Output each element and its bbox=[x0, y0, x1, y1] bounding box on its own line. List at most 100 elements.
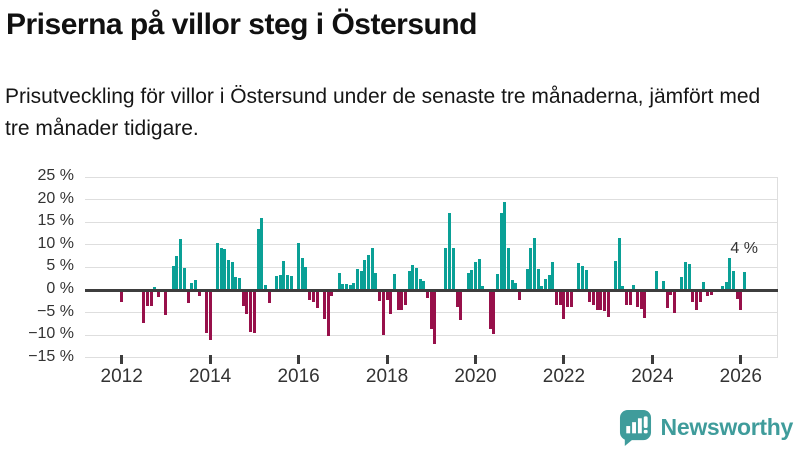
x-axis-tick-label: 2014 bbox=[188, 366, 232, 387]
y-axis-tick-label: −10 % bbox=[28, 325, 74, 343]
bar-negative bbox=[643, 291, 647, 319]
bar-positive bbox=[175, 256, 179, 290]
bar-positive bbox=[238, 277, 242, 290]
x-axis-tick-mark bbox=[562, 355, 566, 364]
bar-negative bbox=[691, 291, 695, 302]
bar-negative bbox=[252, 291, 256, 334]
bar-negative bbox=[628, 291, 632, 305]
bar-negative bbox=[709, 291, 713, 295]
bar-negative bbox=[739, 291, 743, 310]
y-axis-tick-label: 5 % bbox=[46, 257, 74, 275]
bar-positive bbox=[171, 265, 175, 290]
bar-positive bbox=[219, 247, 223, 290]
bar-positive bbox=[525, 269, 529, 290]
bar-negative bbox=[429, 291, 433, 329]
bar-negative bbox=[569, 291, 573, 307]
bar-positive bbox=[286, 274, 290, 290]
bar-positive bbox=[444, 247, 448, 290]
bar-positive bbox=[584, 270, 588, 290]
bar-negative bbox=[403, 291, 407, 305]
brand-logo[interactable]: Newsworthy bbox=[619, 409, 794, 446]
x-axis-tick-mark bbox=[297, 355, 301, 364]
brand-name: Newsworthy bbox=[660, 413, 794, 440]
x-axis-tick-mark bbox=[739, 355, 743, 364]
bar-negative bbox=[149, 291, 153, 306]
bar-negative bbox=[389, 291, 393, 314]
bar-negative bbox=[208, 291, 212, 340]
bar-positive bbox=[632, 285, 636, 290]
bar-negative bbox=[426, 291, 430, 298]
bar-positive bbox=[337, 272, 341, 290]
y-axis-tick-label: 0 % bbox=[46, 280, 74, 297]
bar-negative bbox=[588, 291, 592, 302]
bar-positive bbox=[344, 284, 348, 290]
x-axis-tick-label: 2026 bbox=[719, 366, 762, 387]
bar-negative bbox=[197, 291, 201, 296]
bar-negative bbox=[591, 291, 595, 305]
bar-negative bbox=[735, 291, 739, 300]
bar-negative bbox=[315, 291, 319, 308]
bar-positive bbox=[451, 247, 455, 290]
y-axis-tick-label: 10 % bbox=[37, 234, 74, 252]
bar-positive bbox=[418, 279, 422, 290]
x-axis-tick-label: 2016 bbox=[277, 366, 320, 387]
x-axis-tick-label: 2020 bbox=[454, 366, 497, 387]
bar-positive bbox=[466, 273, 470, 290]
bar-positive bbox=[551, 261, 555, 290]
bar-positive bbox=[507, 248, 511, 290]
bar-positive bbox=[274, 276, 278, 290]
bar-positive bbox=[503, 201, 507, 290]
bar-negative bbox=[142, 291, 146, 323]
bar-negative bbox=[433, 291, 437, 345]
bar-negative bbox=[672, 291, 676, 314]
bar-positive bbox=[341, 284, 345, 290]
bar-positive bbox=[263, 285, 267, 290]
y-axis-tick-label: 25 % bbox=[37, 167, 74, 184]
bar-negative bbox=[308, 291, 312, 301]
bar-positive bbox=[282, 260, 286, 290]
bar-positive bbox=[680, 276, 684, 290]
zero-axis-line bbox=[85, 288, 778, 292]
bar-positive bbox=[477, 259, 481, 290]
bar-negative bbox=[164, 291, 168, 315]
bar-negative bbox=[381, 291, 385, 336]
bar-positive bbox=[536, 268, 540, 290]
bar-positive bbox=[230, 261, 234, 290]
bar-positive bbox=[407, 271, 411, 290]
x-axis-tick-mark bbox=[208, 355, 212, 364]
bar-positive bbox=[720, 285, 724, 290]
bar-negative bbox=[602, 291, 606, 312]
bar-positive bbox=[370, 247, 374, 290]
x-axis-tick-mark bbox=[650, 355, 654, 364]
bar-positive bbox=[392, 273, 396, 290]
gridline bbox=[85, 334, 778, 336]
bar-negative bbox=[204, 291, 208, 334]
bar-negative bbox=[606, 291, 610, 318]
bar-negative bbox=[385, 291, 389, 301]
bar-positive bbox=[411, 265, 415, 290]
x-axis-tick-mark bbox=[120, 355, 124, 364]
bar-negative bbox=[322, 291, 326, 320]
bar-negative bbox=[492, 291, 496, 335]
gridline bbox=[85, 176, 778, 178]
bar-negative bbox=[186, 291, 190, 303]
bar-negative bbox=[555, 291, 559, 305]
bar-positive bbox=[289, 276, 293, 290]
bar-positive bbox=[687, 264, 691, 290]
bar-negative bbox=[311, 291, 315, 302]
bar-positive bbox=[724, 282, 728, 290]
bar-positive bbox=[367, 255, 371, 290]
bar-positive bbox=[499, 212, 503, 290]
bar-positive bbox=[543, 278, 547, 290]
bar-positive bbox=[190, 283, 194, 290]
bar-negative bbox=[518, 291, 522, 301]
gridline bbox=[85, 221, 778, 223]
bar-positive bbox=[661, 281, 665, 290]
bar-negative bbox=[625, 291, 629, 305]
bar-positive bbox=[613, 260, 617, 290]
bar-negative bbox=[455, 291, 459, 307]
bar-negative bbox=[488, 291, 492, 330]
bar-negative bbox=[639, 291, 643, 310]
bar-positive bbox=[473, 261, 477, 290]
